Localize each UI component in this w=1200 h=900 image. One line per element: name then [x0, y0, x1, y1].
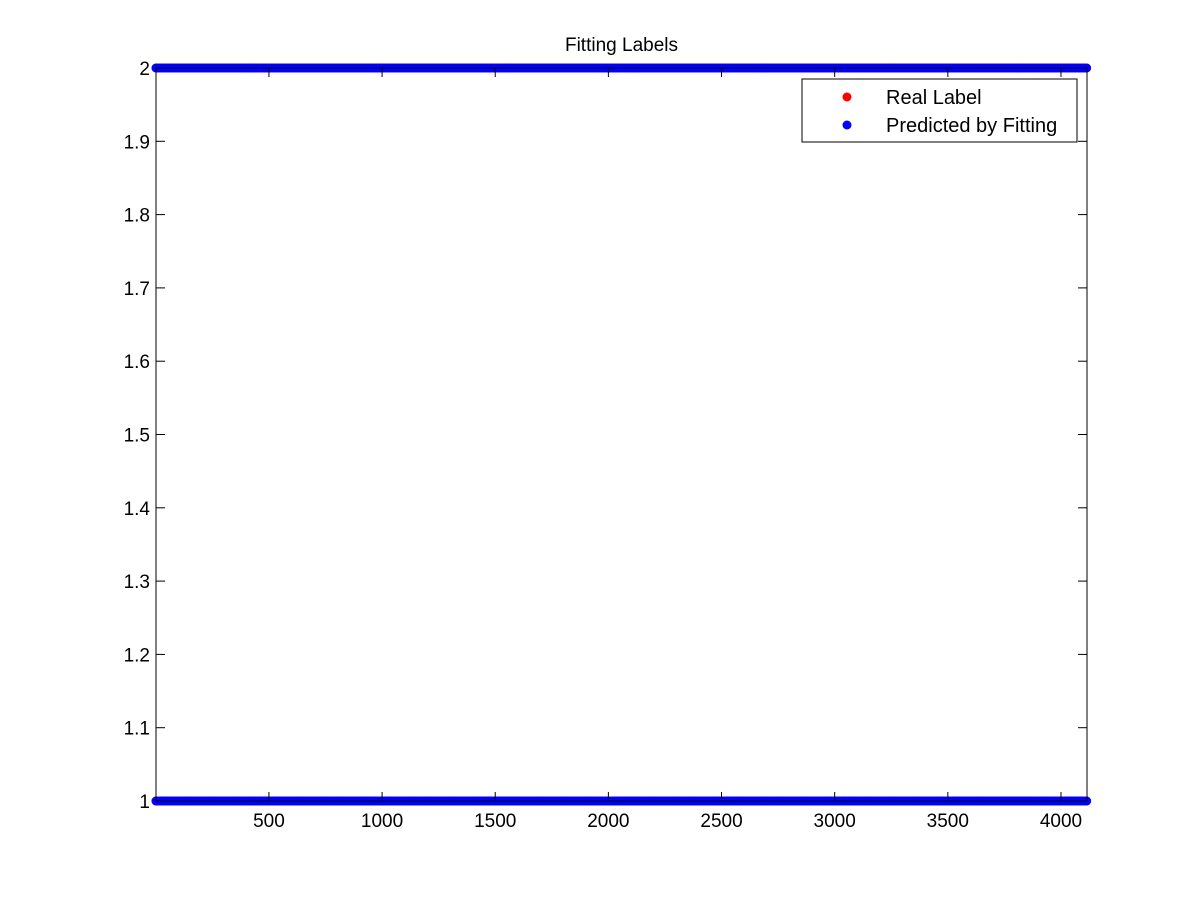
x-tick-label: 1500 — [474, 811, 516, 832]
y-tick-label: 1.8 — [124, 206, 150, 227]
x-tick-label: 3000 — [814, 811, 856, 832]
series-1-points — [151, 63, 1092, 806]
y-tick-label: 1 — [139, 792, 150, 813]
x-tick-label: 2000 — [587, 811, 629, 832]
series-0-points — [151, 63, 1092, 806]
y-tick-label: 1.4 — [124, 499, 151, 520]
y-tick-label: 1.6 — [124, 352, 150, 373]
legend-label-real-label: Real Label — [886, 87, 982, 109]
y-tick-label: 1.3 — [124, 572, 150, 593]
x-tick-label: 4000 — [1040, 811, 1082, 832]
x-tick-label: 3500 — [927, 811, 969, 832]
legend-label-predicted-by-fitting: Predicted by Fitting — [886, 115, 1057, 137]
y-tick-label: 1.1 — [124, 719, 150, 740]
y-tick-label: 1.9 — [124, 132, 150, 153]
chart-title: Fitting Labels — [565, 35, 678, 56]
plot-axes-frame — [155, 67, 1088, 802]
points-layer — [151, 63, 1092, 806]
y-tick-label: 2 — [139, 59, 150, 80]
x-tick-label: 500 — [253, 811, 285, 832]
ticks-layer: 500 1000 1500 2000 2500 3000 3500 4000 1 1.1 1.2 1.… — [124, 59, 1087, 832]
y-tick-label: 1.5 — [124, 426, 150, 447]
legend-marker-predicted-by-fitting — [842, 120, 852, 130]
legend-box — [801, 78, 1078, 143]
legend-marker-real-label — [842, 92, 852, 102]
y-tick-label: 1.7 — [124, 279, 150, 300]
x-tick-label: 1000 — [361, 811, 403, 832]
legend: Real Label Predicted by Fitting — [801, 78, 1078, 143]
x-tick-label: 2500 — [700, 811, 742, 832]
y-tick-label: 1.2 — [124, 645, 150, 666]
